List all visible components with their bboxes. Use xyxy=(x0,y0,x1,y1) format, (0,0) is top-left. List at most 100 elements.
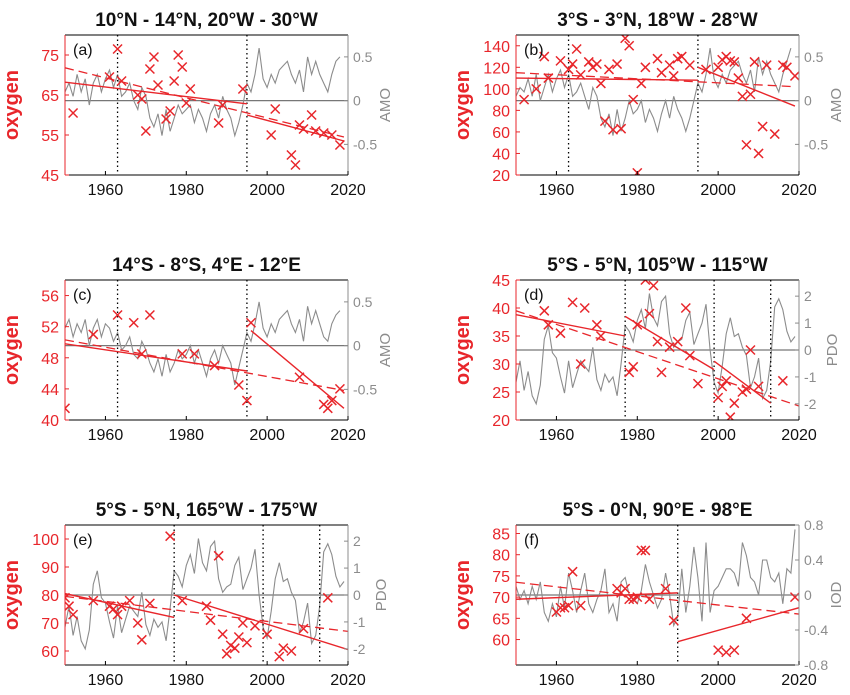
trend-line-solid xyxy=(624,315,715,371)
trend-line-dashed xyxy=(516,310,799,407)
oxygen-point xyxy=(725,412,736,420)
panel-b: 1960 1980 2000 202020406080100120140-0.500.… xyxy=(452,10,845,199)
oxygen-point xyxy=(144,63,155,75)
oxygen-point xyxy=(684,60,695,71)
trend-line-solid xyxy=(65,343,248,372)
panel-title: 14°S - 8°S, 4°E - 12°E xyxy=(112,255,301,276)
oxygen-point xyxy=(668,615,679,626)
oxygen-point xyxy=(173,49,184,61)
oxygen-point xyxy=(660,583,671,594)
y2-tick-label: 0 xyxy=(804,587,812,603)
index-series-line xyxy=(516,47,792,136)
oxygen-point xyxy=(555,602,566,613)
y-tick-label: 100 xyxy=(32,532,59,549)
x-tick-label: 2020 xyxy=(330,182,366,199)
oxygen-point xyxy=(189,348,200,359)
oxygen-point xyxy=(108,603,119,615)
y2-axis-label: PDO xyxy=(373,579,390,612)
plot-area xyxy=(65,35,348,175)
oxygen-point xyxy=(539,305,550,316)
oxygen-point xyxy=(656,367,667,378)
oxygen-point xyxy=(713,62,724,73)
oxygen-point xyxy=(217,99,228,111)
plot-area xyxy=(65,280,348,420)
oxygen-point xyxy=(148,51,159,63)
oxygen-point xyxy=(298,623,309,634)
panel-c: 1960 1980 2000 2020 40 44 48 52 56 -0.5 0 0.5 14°S -… xyxy=(1,255,394,444)
panel-letter: (d) xyxy=(524,287,544,304)
panel-letter: (e) xyxy=(73,532,93,549)
oxygen-point xyxy=(640,545,651,556)
x-tick-label: 1960 xyxy=(88,427,124,444)
oxygen-point xyxy=(567,59,578,70)
trend-line-solid xyxy=(250,330,345,409)
oxygen-point xyxy=(286,645,297,657)
oxygen-point xyxy=(692,378,703,389)
y-tick-label: 25 xyxy=(492,385,510,402)
x-tick-label: 1960 xyxy=(539,182,575,199)
trend-line-solid xyxy=(516,314,626,337)
oxygen-point xyxy=(290,159,301,171)
x-tick-label: 1980 xyxy=(619,672,655,689)
oxygen-point xyxy=(624,594,635,605)
oxygen-point xyxy=(104,71,115,83)
panel-f: 1960 1980 2000 2020 60 65 70 75 80 85 -0.8 -0.4 0 0.4… xyxy=(452,500,845,689)
y2-tick-label: 0.4 xyxy=(804,552,824,568)
oxygen-point xyxy=(652,336,663,347)
oxygen-point xyxy=(628,361,639,372)
oxygen-point xyxy=(136,634,147,645)
oxygen-point xyxy=(745,89,756,100)
oxygen-point xyxy=(575,69,586,80)
oxygen-point xyxy=(632,592,643,603)
oxygen-point xyxy=(539,51,550,62)
oxygen-point xyxy=(721,375,732,386)
y2-tick-label: 0 xyxy=(353,587,361,603)
oxygen-point xyxy=(298,123,309,135)
y2-tick-label: -0.5 xyxy=(353,136,377,152)
trend-line-solid xyxy=(713,360,772,404)
oxygen-point xyxy=(603,64,615,75)
y-axis-label: oxygen xyxy=(1,70,23,140)
y2-tick-label: 0.5 xyxy=(804,49,824,65)
y2-tick-label: 0.5 xyxy=(353,49,373,65)
y2-tick-label: 0.5 xyxy=(353,294,373,310)
oxygen-point xyxy=(237,617,248,629)
oxygen-point xyxy=(769,129,780,140)
oxygen-point xyxy=(668,70,679,81)
y-tick-label: 65 xyxy=(492,611,510,628)
oxygen-point xyxy=(741,139,752,150)
oxygen-point xyxy=(595,330,606,342)
oxygen-point xyxy=(177,595,188,606)
oxygen-point xyxy=(644,308,655,319)
x-tick-label: 2020 xyxy=(330,427,366,444)
oxygen-point xyxy=(567,297,578,308)
y2-axis-label: AMO xyxy=(828,88,845,122)
oxygen-point xyxy=(233,379,244,391)
oxygen-point xyxy=(278,643,289,654)
y-tick-label: 20 xyxy=(492,168,510,185)
oxygen-point xyxy=(169,75,180,87)
oxygen-point xyxy=(201,601,212,612)
y-tick-label: 120 xyxy=(483,60,510,77)
y-tick-label: 100 xyxy=(483,82,510,99)
y-tick-label: 75 xyxy=(41,48,59,65)
oxygen-point xyxy=(241,395,252,406)
oxygen-point xyxy=(519,94,530,105)
oxygen-point xyxy=(262,629,273,640)
x-tick-label: 2000 xyxy=(249,672,285,689)
panel-title: 10°N - 14°N, 20°W - 30°W xyxy=(95,10,318,31)
oxygen-point xyxy=(177,348,188,359)
trend-line-solid xyxy=(65,81,248,105)
oxygen-point xyxy=(88,329,99,340)
oxygen-point xyxy=(575,600,586,611)
x-tick-label: 1980 xyxy=(619,427,655,444)
x-tick-label: 2000 xyxy=(249,182,285,199)
x-tick-label: 1960 xyxy=(539,427,575,444)
oxygen-point xyxy=(729,645,740,656)
oxygen-point xyxy=(65,601,75,612)
oxygen-point xyxy=(563,64,574,75)
panel-letter: (f) xyxy=(524,532,539,549)
oxygen-point xyxy=(599,116,610,127)
y-tick-label: 140 xyxy=(483,39,510,56)
